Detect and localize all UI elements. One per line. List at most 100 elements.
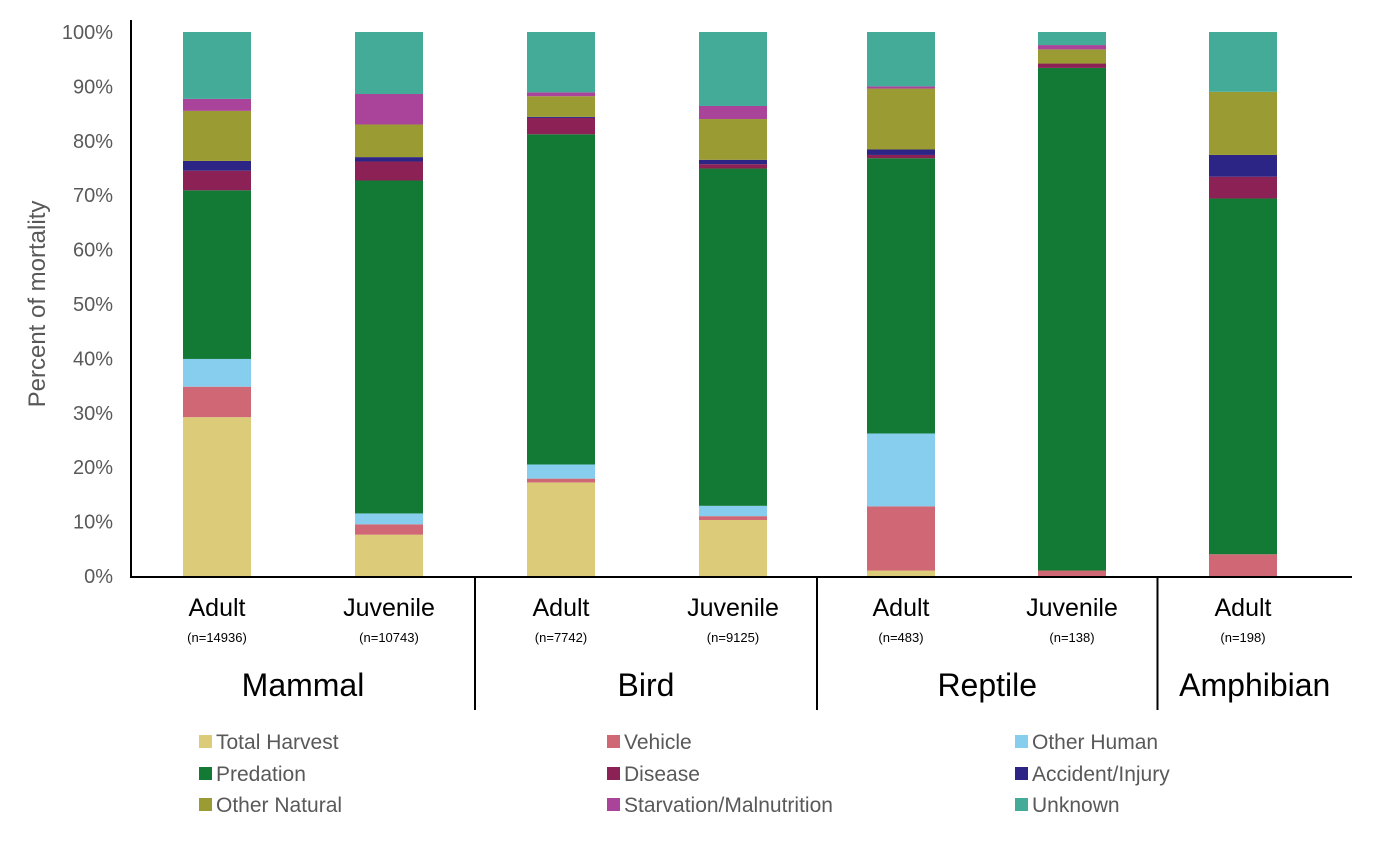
legend-swatch xyxy=(1015,798,1028,811)
bar-segment xyxy=(699,516,767,520)
category-label: Juvenile xyxy=(687,594,779,622)
bar-segment xyxy=(1038,570,1106,576)
category-label: Juvenile xyxy=(1026,594,1118,622)
group-label: Reptile xyxy=(937,667,1037,703)
bar-segment xyxy=(527,96,595,117)
y-tick-label: 40% xyxy=(73,348,113,370)
legend-swatch xyxy=(607,767,620,780)
legend-label: Total Harvest xyxy=(216,731,339,754)
group-label: Amphibian xyxy=(1179,667,1330,703)
y-tick-label: 30% xyxy=(73,403,113,425)
bar-segment xyxy=(1038,32,1106,46)
bar-segment xyxy=(867,154,935,159)
legend-swatch xyxy=(607,735,620,748)
bar-segment xyxy=(699,505,767,517)
category-label: Adult xyxy=(1215,594,1272,622)
bar-segment xyxy=(1209,176,1277,199)
bar-segment xyxy=(867,86,935,89)
sample-size-label: (n=138) xyxy=(1049,630,1094,645)
y-tick-label: 10% xyxy=(73,512,113,534)
legend-label: Other Human xyxy=(1032,731,1158,754)
bar-segment xyxy=(183,386,251,418)
bar-segment xyxy=(183,160,251,171)
legend-label: Other Natural xyxy=(216,794,342,817)
legend: Total Harvest Vehicle Other Human Predation… xyxy=(199,731,1170,817)
legend-label: Unknown xyxy=(1032,794,1120,817)
bar-segment xyxy=(355,94,423,125)
legend-swatch xyxy=(199,735,212,748)
group-labels: Mammal Bird Reptile Amphibian xyxy=(242,667,1331,703)
bar-segment xyxy=(1038,63,1106,68)
y-tick-label: 20% xyxy=(73,457,113,479)
bar-segment xyxy=(699,168,767,506)
group-separators xyxy=(474,577,1159,710)
legend-swatch xyxy=(1015,767,1028,780)
y-axis-tick-labels: 0% 10% 20% 30% 40% 50% 60% 70% 80% 90% 100% xyxy=(62,22,113,588)
bar-segment xyxy=(527,92,595,97)
bar-segment xyxy=(355,180,423,514)
legend-swatch xyxy=(1015,735,1028,748)
group-label: Mammal xyxy=(242,667,365,703)
bar-segment xyxy=(699,32,767,106)
bar-segment xyxy=(527,134,595,465)
bar-segment xyxy=(867,570,935,576)
y-tick-label: 60% xyxy=(73,240,113,262)
sample-size-label: (n=9125) xyxy=(707,630,759,645)
bar-segment xyxy=(867,433,935,507)
y-tick-label: 50% xyxy=(73,294,113,316)
bar-segment xyxy=(699,519,767,576)
sample-size-label: (n=198) xyxy=(1220,630,1265,645)
bar-segment xyxy=(183,417,251,576)
bar-segment xyxy=(1209,32,1277,92)
legend-swatch xyxy=(607,798,620,811)
legend-label: Disease xyxy=(624,763,700,786)
category-labels: Adult (n=14936) Juvenile (n=10743) Adult (n=7… xyxy=(187,594,1271,645)
y-tick-label: 90% xyxy=(73,76,113,98)
bar-segment xyxy=(1209,91,1277,155)
bar-segment xyxy=(355,161,423,181)
bar-segment xyxy=(183,110,251,161)
bar-segment xyxy=(1038,67,1106,571)
category-label: Juvenile xyxy=(343,594,435,622)
bar-segment xyxy=(183,190,251,359)
bar-segment xyxy=(355,32,423,95)
y-tick-label: 0% xyxy=(84,566,113,588)
bar-segment xyxy=(183,98,251,111)
bar-segment xyxy=(867,506,935,571)
bar-segment xyxy=(355,524,423,535)
bar-segment xyxy=(1209,154,1277,177)
bar-segment xyxy=(527,116,595,118)
bar-segment xyxy=(183,358,251,387)
legend-label: Accident/Injury xyxy=(1032,763,1170,786)
bar-segment xyxy=(183,32,251,99)
bar-segment xyxy=(867,88,935,150)
bar-segment xyxy=(867,158,935,434)
bar-segment xyxy=(699,159,767,165)
legend-swatch xyxy=(199,798,212,811)
bar-segment xyxy=(1209,198,1277,555)
bar-segment xyxy=(1038,45,1106,50)
bar-segment xyxy=(527,482,595,576)
bar-segment xyxy=(355,157,423,162)
bar-segment xyxy=(1038,49,1106,64)
bar-segment xyxy=(1209,554,1277,576)
bar-segment xyxy=(183,170,251,191)
legend-label: Vehicle xyxy=(624,731,692,754)
bar-segment xyxy=(699,164,767,169)
bar-segment xyxy=(699,105,767,120)
legend-label: Predation xyxy=(216,763,306,786)
bar-segment xyxy=(867,149,935,155)
sample-size-label: (n=10743) xyxy=(359,630,419,645)
y-tick-label: 80% xyxy=(73,131,113,153)
legend-swatch xyxy=(199,767,212,780)
bar-segment xyxy=(527,32,595,93)
bar-segment xyxy=(355,534,423,576)
bar-segment xyxy=(355,124,423,158)
legend-label: Starvation/Malnutrition xyxy=(624,794,833,817)
bars xyxy=(183,32,1277,576)
bar-segment xyxy=(527,478,595,483)
bar-segment xyxy=(699,119,767,160)
category-label: Adult xyxy=(189,594,246,622)
sample-size-label: (n=483) xyxy=(878,630,923,645)
